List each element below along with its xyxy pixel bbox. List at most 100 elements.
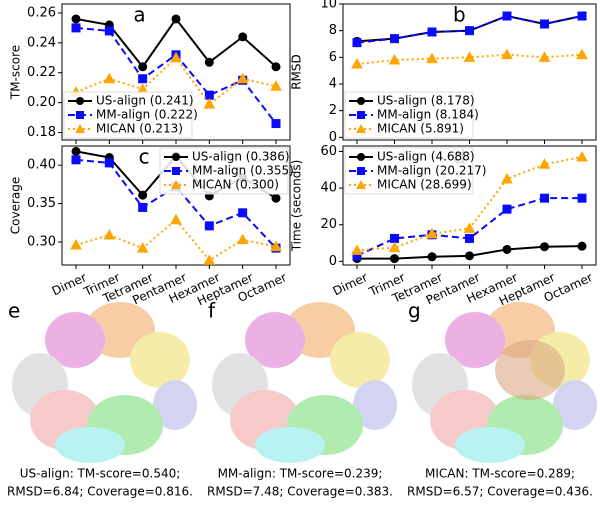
legend-label: US-align (0.386) [192,150,290,164]
marker [238,32,248,42]
y-axis-label: RMSD [290,54,304,90]
y-tick-label: 0.18 [27,125,56,140]
marker [390,34,399,44]
legend-label: MICAN (28.699) [377,178,472,192]
marker [204,221,214,231]
legend-marker [356,124,366,133]
legend-marker [357,111,365,119]
panel-letter: c [139,145,150,169]
marker [138,62,148,72]
caption: RMSD=7.48; Coverage=0.383. [207,485,393,499]
marker [136,242,149,253]
marker [104,158,114,168]
marker [540,19,549,29]
marker [502,244,512,254]
x-tick-label: Dimer [331,270,370,298]
marker [540,193,549,203]
marker [352,38,362,48]
structure-e [12,302,197,463]
marker [390,254,399,264]
marker [463,222,476,233]
marker [465,233,474,243]
y-tick-label: 40 [320,181,337,196]
caption: RMSD=6.57; Coverage=0.436. [407,485,593,499]
legend-marker [357,167,365,175]
marker [577,11,587,21]
panel-letter: e [8,299,20,323]
marker [138,190,148,200]
legend-marker [357,153,365,161]
marker [104,26,114,36]
marker [577,241,587,251]
marker [463,51,476,62]
y-tick-label: 0 [329,254,337,269]
caption: RMSD=6.84; Coverage=0.816. [7,485,193,499]
x-tick-label: Dimer [50,270,89,298]
marker [171,14,181,24]
marker [271,193,281,203]
marker [236,72,249,84]
marker [427,252,437,262]
marker [71,146,81,156]
y-tick-label: 10 [320,0,337,12]
marker [138,74,148,84]
panel-letter: g [408,299,421,323]
legend-marker [76,97,84,105]
legend-label: MM-align (0.222) [96,108,198,122]
marker [271,62,281,72]
marker [501,48,513,60]
legend-label: MICAN (0.213) [96,122,183,136]
marker [70,239,82,250]
y-tick-label: 2 [329,103,337,118]
y-tick-label: 0.22 [27,65,56,80]
y-tick-label: 0.30 [27,234,56,249]
marker [576,150,588,162]
caption: MM-align: TM-score=0.239; [218,467,383,481]
marker [103,72,116,84]
marker [138,202,148,212]
marker [203,254,216,265]
panel-letter: f [208,299,216,323]
marker [270,240,282,252]
structure-g [412,302,597,463]
legend-label: US-align (0.241) [96,94,194,108]
legend-label: US-align (8.178) [377,94,475,108]
y-tick-label: 0.35 [27,196,56,211]
marker [388,241,401,253]
y-axis-label: TM-score [9,45,23,100]
legend-marker [357,97,365,105]
y-axis-label: Coverage [9,177,23,235]
marker [238,208,248,218]
marker [502,204,512,214]
caption: MICAN: TM-score=0.289; [425,467,575,481]
structure-images [12,302,597,463]
legend-marker [172,167,180,175]
marker [170,213,182,225]
marker [540,242,549,252]
y-tick-label: 0.20 [27,95,56,110]
y-tick-label: 6 [329,50,337,65]
legend-label: MICAN (5.891) [377,122,464,136]
caption: US-align: TM-score=0.540; [20,467,181,481]
marker [426,227,438,239]
legend-marker [75,124,85,133]
marker [204,57,214,67]
marker [427,27,437,37]
legend-marker [76,111,84,119]
marker [576,48,588,60]
legend-marker [172,153,180,161]
marker [71,23,81,33]
marker [538,158,551,169]
marker [71,14,81,24]
legend-label: US-align (4.688) [377,150,475,164]
panel-letter: a [133,3,145,27]
marker [502,11,512,21]
y-tick-label: 0.24 [27,35,56,50]
marker [501,172,513,184]
panel-letter: b [453,3,466,27]
y-tick-label: 0.40 [27,158,56,173]
marker [204,90,214,100]
marker [270,80,282,91]
structure-f [212,302,397,463]
